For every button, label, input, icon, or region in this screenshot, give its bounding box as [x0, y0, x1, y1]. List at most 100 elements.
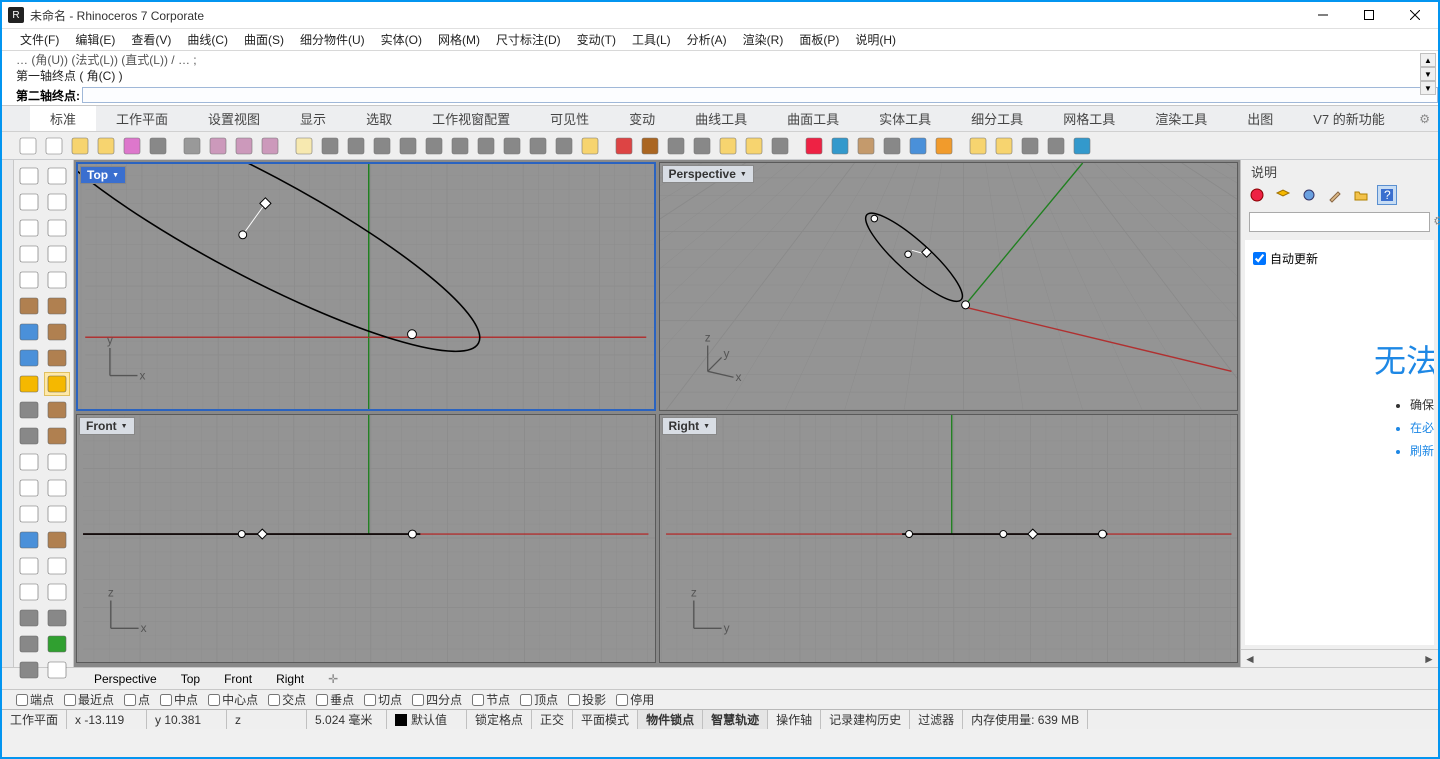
sidebar-tool-button[interactable]: [44, 554, 70, 578]
sidebar-tool-button[interactable]: [44, 632, 70, 656]
history-scroll-up[interactable]: ▲: [1420, 53, 1436, 67]
menu-item[interactable]: 文件(F): [12, 31, 67, 48]
toolbar-tab[interactable]: 实体工具: [859, 106, 951, 131]
toolbar-button[interactable]: [292, 134, 316, 158]
osnap-toggle[interactable]: 端点: [16, 691, 54, 708]
toolbar-button[interactable]: [906, 134, 930, 158]
toolbar-button[interactable]: [854, 134, 878, 158]
toolbar-button[interactable]: [500, 134, 524, 158]
toolbar-tab[interactable]: V7 的新功能: [1293, 106, 1405, 131]
sidebar-tool-button[interactable]: [16, 658, 42, 682]
toolbar-tab[interactable]: 设置视图: [188, 106, 280, 131]
menu-item[interactable]: 编辑(E): [67, 31, 123, 48]
viewport-label-front[interactable]: Front▼: [79, 417, 135, 435]
menu-item[interactable]: 工具(L): [624, 31, 679, 48]
materials-icon[interactable]: [1247, 185, 1267, 205]
toolbar-button[interactable]: [880, 134, 904, 158]
toolbar-tab[interactable]: 选取: [346, 106, 412, 131]
toolbar-button[interactable]: [664, 134, 688, 158]
osnap-toggle[interactable]: 最近点: [64, 691, 114, 708]
toolbar-tab[interactable]: 标准: [30, 106, 96, 131]
toolbar-button[interactable]: [1018, 134, 1042, 158]
viewport-top[interactable]: Top▼: [76, 162, 656, 411]
toolbar-button[interactable]: [768, 134, 792, 158]
sidebar-tool-button[interactable]: [44, 346, 70, 370]
toolbar-button[interactable]: [690, 134, 714, 158]
sidebar-tool-button[interactable]: [44, 528, 70, 552]
sidebar-tool-button[interactable]: [44, 216, 70, 240]
sidebar-tool-button[interactable]: [44, 476, 70, 500]
toolbar-button[interactable]: [94, 134, 118, 158]
history-scroll-down[interactable]: ▼: [1420, 67, 1436, 81]
toolbar-button[interactable]: [716, 134, 740, 158]
view-tab[interactable]: Front: [212, 668, 264, 689]
sidebar-tool-button[interactable]: [16, 242, 42, 266]
viewport-right[interactable]: Right▼ y z: [659, 414, 1239, 663]
toolbar-button[interactable]: [638, 134, 662, 158]
toolbar-tab[interactable]: 工作视窗配置: [412, 106, 530, 131]
toolbar-tab[interactable]: 细分工具: [951, 106, 1043, 131]
toolbar-button[interactable]: [16, 134, 40, 158]
toolbar-button[interactable]: [966, 134, 990, 158]
menu-item[interactable]: 面板(P): [791, 31, 847, 48]
status-toggle[interactable]: 操作轴: [768, 710, 821, 729]
menu-item[interactable]: 曲线(C): [179, 31, 236, 48]
toolbar-button[interactable]: [370, 134, 394, 158]
sidebar-tool-button[interactable]: [16, 476, 42, 500]
sidebar-tool-button[interactable]: [16, 268, 42, 292]
toolbar-button[interactable]: [146, 134, 170, 158]
osnap-toggle[interactable]: 四分点: [412, 691, 462, 708]
tabrow-gear-icon[interactable]: ⚙: [1419, 112, 1430, 126]
toolbar-button[interactable]: [42, 134, 66, 158]
osnap-toggle[interactable]: 交点: [268, 691, 306, 708]
toolbar-tab[interactable]: 渲染工具: [1135, 106, 1227, 131]
toolbar-button[interactable]: [448, 134, 472, 158]
sidebar-tool-button[interactable]: [16, 216, 42, 240]
viewport-label-perspective[interactable]: Perspective▼: [662, 165, 754, 183]
menu-item[interactable]: 实体(O): [373, 31, 430, 48]
toolbar-button[interactable]: [526, 134, 550, 158]
close-button[interactable]: [1392, 2, 1438, 28]
menu-item[interactable]: 分析(A): [679, 31, 735, 48]
auto-update-checkbox[interactable]: 自动更新: [1253, 250, 1426, 267]
status-toggle[interactable]: 正交: [532, 710, 573, 729]
status-cplane[interactable]: 工作平面: [2, 710, 67, 729]
toolbar-button[interactable]: [318, 134, 342, 158]
libraries-icon[interactable]: [1351, 185, 1371, 205]
osnap-toggle[interactable]: 垂点: [316, 691, 354, 708]
sidebar-tool-button[interactable]: [16, 424, 42, 448]
history-scrollbar[interactable]: ▲ ▼ ▼: [1420, 53, 1436, 95]
sidebar-tool-button[interactable]: [16, 580, 42, 604]
status-toggle[interactable]: 物件锁点: [638, 710, 703, 729]
render-icon[interactable]: [1299, 185, 1319, 205]
toolbar-button[interactable]: [68, 134, 92, 158]
menu-item[interactable]: 说明(H): [847, 31, 904, 48]
toolbar-button[interactable]: [258, 134, 282, 158]
sidebar-tool-button[interactable]: [44, 658, 70, 682]
toolbar-button[interactable]: [180, 134, 204, 158]
menu-item[interactable]: 尺寸标注(D): [488, 31, 569, 48]
toolbar-button[interactable]: [828, 134, 852, 158]
menu-item[interactable]: 曲面(S): [236, 31, 292, 48]
status-toggle[interactable]: 平面模式: [573, 710, 638, 729]
sidebar-tool-button[interactable]: [16, 632, 42, 656]
toolbar-button[interactable]: [1070, 134, 1094, 158]
sidebar-tool-button[interactable]: [44, 190, 70, 214]
menu-item[interactable]: 查看(V): [123, 31, 179, 48]
help-icon[interactable]: ?: [1377, 185, 1397, 205]
sidebar-tool-button[interactable]: [44, 242, 70, 266]
status-toggle[interactable]: 过滤器: [910, 710, 963, 729]
minimize-button[interactable]: [1300, 2, 1346, 28]
properties-icon[interactable]: [1325, 185, 1345, 205]
status-toggle[interactable]: 记录建构历史: [821, 710, 910, 729]
help-search-input[interactable]: [1249, 212, 1430, 232]
sidebar-tool-button[interactable]: [16, 528, 42, 552]
toolbar-button[interactable]: [232, 134, 256, 158]
sidebar-tool-button[interactable]: [16, 450, 42, 474]
right-panel-hscroll[interactable]: ◄ ►: [1241, 649, 1438, 667]
viewport-label-right[interactable]: Right▼: [662, 417, 718, 435]
toolbar-button[interactable]: [552, 134, 576, 158]
sidebar-tool-button[interactable]: [16, 320, 42, 344]
sidebar-tool-button[interactable]: [44, 268, 70, 292]
maximize-button[interactable]: [1346, 2, 1392, 28]
